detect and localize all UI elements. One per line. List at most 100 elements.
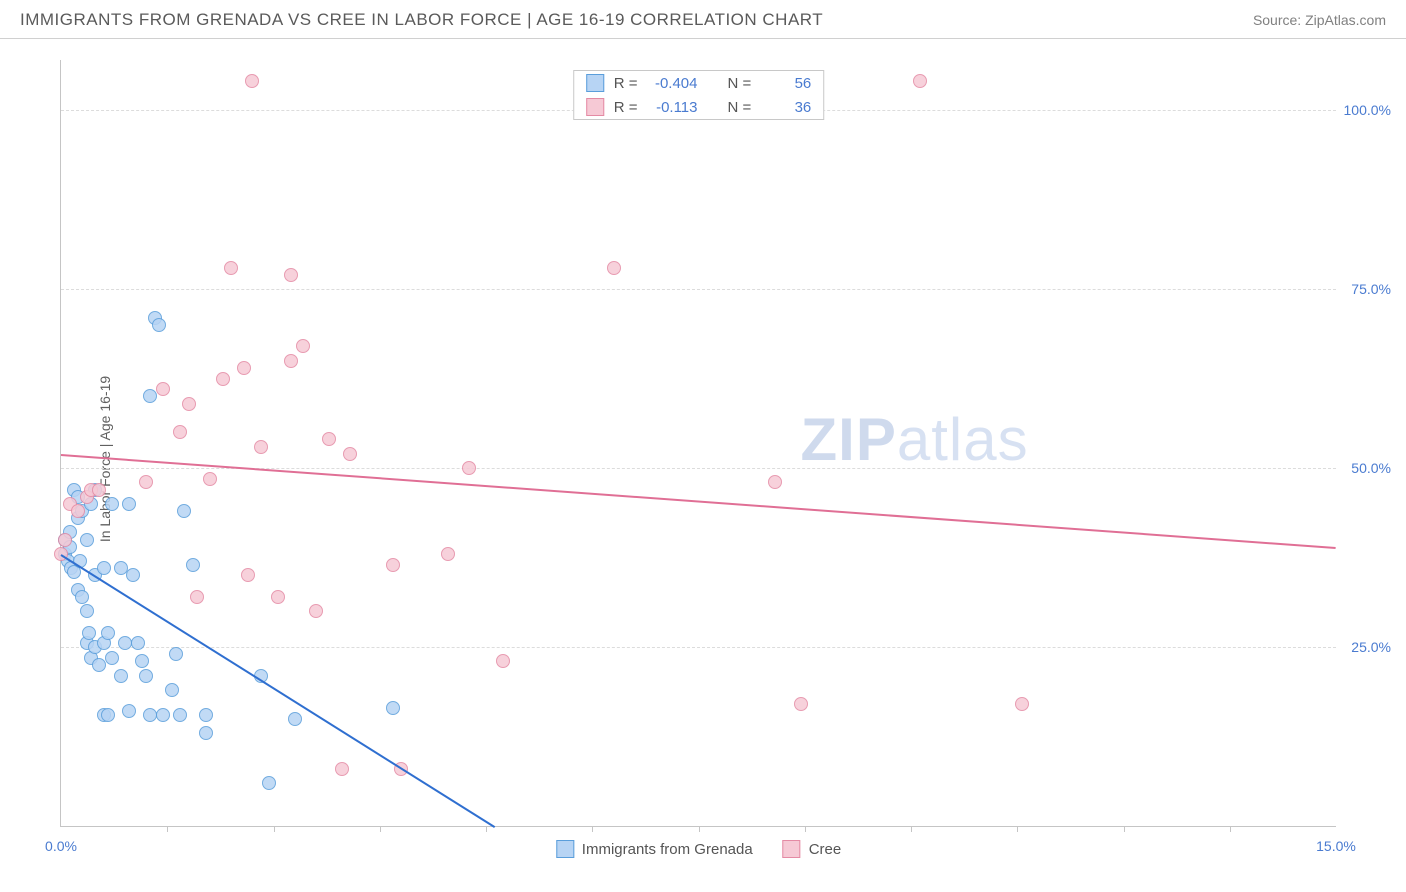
data-point-cree [296,339,310,353]
swatch-grenada [586,74,604,92]
data-point-cree [156,382,170,396]
watermark: ZIPatlas [801,405,1029,474]
data-point-cree [173,425,187,439]
x-tick-label: 0.0% [45,838,77,854]
chart-source: Source: ZipAtlas.com [1253,12,1386,28]
data-point-cree [496,654,510,668]
data-point-immigrants_grenada [177,504,191,518]
data-point-immigrants_grenada [135,654,149,668]
data-point-cree [216,372,230,386]
x-tick-mark [1230,826,1231,832]
data-point-cree [241,568,255,582]
x-tick-label: 15.0% [1316,838,1356,854]
data-point-cree [343,447,357,461]
r-value-cree: -0.113 [648,99,698,116]
data-point-immigrants_grenada [114,669,128,683]
data-point-immigrants_grenada [173,708,187,722]
data-point-cree [284,268,298,282]
x-tick-mark [274,826,275,832]
chart-title: IMMIGRANTS FROM GRENADA VS CREE IN LABOR… [20,10,823,30]
data-point-immigrants_grenada [199,726,213,740]
y-tick-label: 25.0% [1341,639,1391,655]
series-legend: Immigrants from Grenada Cree [556,840,841,858]
data-point-immigrants_grenada [122,704,136,718]
data-point-cree [58,533,72,547]
y-tick-label: 100.0% [1341,102,1391,118]
data-point-immigrants_grenada [143,389,157,403]
data-point-immigrants_grenada [105,497,119,511]
swatch-cree-icon [783,840,801,858]
swatch-cree [586,98,604,116]
x-tick-mark [911,826,912,832]
r-value-grenada: -0.404 [648,75,698,92]
data-point-cree [71,504,85,518]
data-point-cree [1015,697,1029,711]
n-value-cree: 36 [761,99,811,116]
data-point-immigrants_grenada [199,708,213,722]
data-point-immigrants_grenada [80,533,94,547]
data-point-cree [335,762,349,776]
correlation-legend: R = -0.404 N = 56 R = -0.113 N = 36 [573,70,825,120]
data-point-immigrants_grenada [139,669,153,683]
gridline-h [61,289,1336,290]
data-point-immigrants_grenada [169,647,183,661]
x-tick-mark [486,826,487,832]
data-point-immigrants_grenada [156,708,170,722]
x-tick-mark [1017,826,1018,832]
x-tick-mark [592,826,593,832]
data-point-immigrants_grenada [75,590,89,604]
gridline-h [61,647,1336,648]
data-point-cree [913,74,927,88]
data-point-immigrants_grenada [262,776,276,790]
legend-row-cree: R = -0.113 N = 36 [574,95,824,119]
chart-header: IMMIGRANTS FROM GRENADA VS CREE IN LABOR… [0,0,1406,39]
data-point-cree [92,483,106,497]
data-point-cree [607,261,621,275]
data-point-immigrants_grenada [101,708,115,722]
data-point-immigrants_grenada [131,636,145,650]
x-tick-mark [805,826,806,832]
n-value-grenada: 56 [761,75,811,92]
data-point-cree [237,361,251,375]
legend-label-cree: Cree [809,841,842,858]
plot-region: ZIPatlas R = -0.404 N = 56 R = -0.113 N … [60,60,1336,827]
data-point-immigrants_grenada [82,626,96,640]
data-point-cree [139,475,153,489]
data-point-immigrants_grenada [80,604,94,618]
y-tick-label: 50.0% [1341,460,1391,476]
x-tick-mark [1124,826,1125,832]
data-point-immigrants_grenada [97,561,111,575]
legend-label-grenada: Immigrants from Grenada [582,841,753,858]
data-point-cree [224,261,238,275]
y-tick-label: 75.0% [1341,281,1391,297]
legend-item-cree: Cree [783,840,842,858]
data-point-cree [271,590,285,604]
data-point-cree [309,604,323,618]
x-tick-mark [167,826,168,832]
data-point-immigrants_grenada [126,568,140,582]
data-point-cree [254,440,268,454]
data-point-cree [203,472,217,486]
data-point-cree [190,590,204,604]
data-point-cree [794,697,808,711]
data-point-immigrants_grenada [165,683,179,697]
chart-area: In Labor Force | Age 16-19 ZIPatlas R = … [50,45,1391,872]
legend-row-grenada: R = -0.404 N = 56 [574,71,824,95]
data-point-immigrants_grenada [105,651,119,665]
data-point-immigrants_grenada [186,558,200,572]
data-point-cree [441,547,455,561]
data-point-immigrants_grenada [386,701,400,715]
x-tick-mark [380,826,381,832]
data-point-immigrants_grenada [152,318,166,332]
data-point-immigrants_grenada [122,497,136,511]
data-point-cree [768,475,782,489]
data-point-cree [322,432,336,446]
data-point-cree [245,74,259,88]
data-point-cree [462,461,476,475]
legend-item-grenada: Immigrants from Grenada [556,840,753,858]
x-tick-mark [699,826,700,832]
data-point-immigrants_grenada [288,712,302,726]
data-point-cree [284,354,298,368]
data-point-immigrants_grenada [101,626,115,640]
data-point-cree [182,397,196,411]
